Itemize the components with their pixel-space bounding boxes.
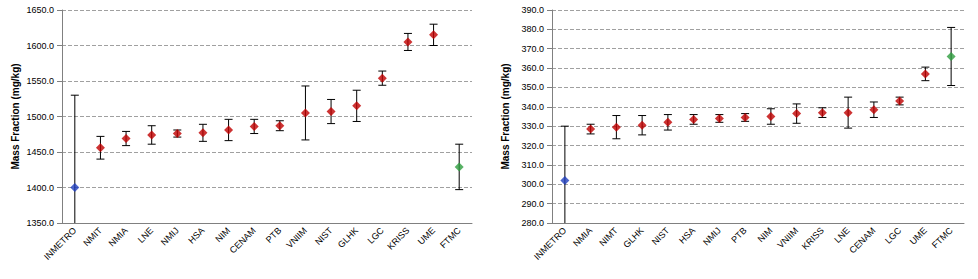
svg-text:360.0: 360.0 <box>521 63 544 73</box>
svg-text:GLHK: GLHK <box>621 225 645 249</box>
svg-text:NIST: NIST <box>650 225 672 247</box>
svg-text:INMETRO: INMETRO <box>532 225 568 261</box>
svg-text:KRISS: KRISS <box>800 225 826 251</box>
svg-text:NMIT: NMIT <box>81 225 104 248</box>
svg-text:1450.0: 1450.0 <box>26 147 54 157</box>
svg-text:320.0: 320.0 <box>521 141 544 151</box>
svg-text:390.0: 390.0 <box>521 5 544 15</box>
svg-text:NMIA: NMIA <box>571 225 594 248</box>
svg-text:350.0: 350.0 <box>521 82 544 92</box>
svg-text:LNE: LNE <box>136 225 155 244</box>
svg-text:NIMT: NIMT <box>597 225 620 248</box>
svg-text:PTB: PTB <box>264 225 283 244</box>
svg-text:UME: UME <box>416 225 437 246</box>
svg-text:Mass Fraction (mg/kg): Mass Fraction (mg/kg) <box>10 63 21 169</box>
svg-text:CENAM: CENAM <box>228 225 258 255</box>
svg-text:GLHK: GLHK <box>336 225 360 249</box>
svg-text:FTMC: FTMC <box>438 225 463 250</box>
svg-text:280.0: 280.0 <box>521 218 544 228</box>
svg-text:330.0: 330.0 <box>521 121 544 131</box>
svg-text:300.0: 300.0 <box>521 179 544 189</box>
svg-text:1400.0: 1400.0 <box>26 183 54 193</box>
svg-text:1500.0: 1500.0 <box>26 112 54 122</box>
svg-text:380.0: 380.0 <box>521 24 544 34</box>
svg-text:UME: UME <box>908 225 929 246</box>
svg-text:NMIJ: NMIJ <box>159 225 181 247</box>
svg-text:NIM: NIM <box>213 225 232 244</box>
svg-text:FTMC: FTMC <box>930 225 955 250</box>
svg-text:INMETRO: INMETRO <box>42 225 78 261</box>
svg-text:290.0: 290.0 <box>521 199 544 209</box>
svg-text:1350.0: 1350.0 <box>26 218 54 228</box>
svg-text:PTB: PTB <box>729 225 748 244</box>
svg-text:LGC: LGC <box>883 225 903 245</box>
svg-text:NMIA: NMIA <box>107 225 130 248</box>
svg-text:310.0: 310.0 <box>521 160 544 170</box>
svg-text:370.0: 370.0 <box>521 44 544 54</box>
svg-text:LGC: LGC <box>366 225 386 245</box>
svg-text:LNE: LNE <box>832 225 851 244</box>
svg-text:VNIIM: VNIIM <box>775 225 800 250</box>
svg-text:HSA: HSA <box>677 225 697 245</box>
svg-text:CENAM: CENAM <box>847 225 877 255</box>
svg-text:1550.0: 1550.0 <box>26 76 54 86</box>
svg-text:HSA: HSA <box>186 225 206 245</box>
svg-text:Mass Fraction (mg/kg): Mass Fraction (mg/kg) <box>500 63 511 169</box>
svg-text:1650.0: 1650.0 <box>26 5 54 15</box>
svg-text:340.0: 340.0 <box>521 102 544 112</box>
svg-text:NMIJ: NMIJ <box>701 225 723 247</box>
svg-text:VNIIM: VNIIM <box>284 225 309 250</box>
svg-text:NIST: NIST <box>313 225 335 247</box>
svg-text:NIM: NIM <box>756 225 775 244</box>
svg-text:KRISS: KRISS <box>385 225 411 251</box>
svg-text:1600.0: 1600.0 <box>26 41 54 51</box>
